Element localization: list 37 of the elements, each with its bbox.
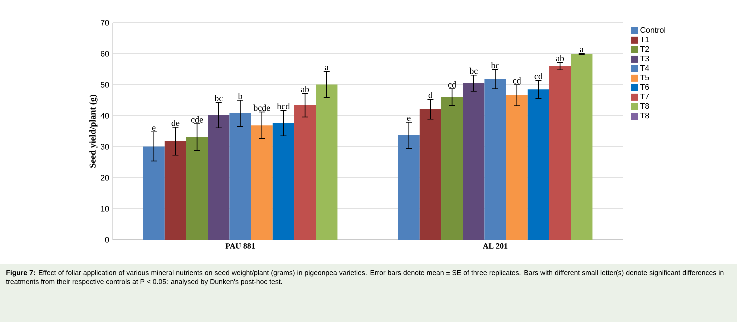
data-label: a (325, 66, 329, 70)
data-label: ab (301, 86, 310, 92)
bar (294, 105, 316, 240)
bar (528, 90, 550, 240)
bar (251, 126, 273, 240)
data-label: d (428, 92, 433, 98)
data-label: cde (191, 116, 204, 123)
bar (398, 136, 420, 240)
bar (550, 66, 572, 240)
y-axis-title: Seed yield/plant (g) (90, 95, 98, 168)
bar (463, 83, 485, 240)
data-label: cd (448, 82, 456, 88)
bar (316, 84, 338, 240)
bar (208, 115, 230, 240)
data-label: ab (556, 55, 564, 62)
data-label: cd (513, 77, 522, 84)
bar (164, 141, 187, 240)
data-label: b (238, 92, 242, 100)
data-label: bcd (277, 103, 290, 110)
bar (143, 146, 165, 240)
data-label: de (172, 120, 180, 126)
data-label: bc (214, 95, 223, 102)
data-label: bc (491, 62, 500, 69)
bar (272, 123, 295, 240)
bar (506, 96, 528, 240)
bar (442, 97, 464, 240)
bar (186, 137, 208, 240)
bar (571, 54, 593, 240)
bar (230, 114, 252, 240)
data-label: e (152, 126, 156, 131)
data-label: bc (470, 68, 478, 74)
data-label: bcde (254, 104, 270, 112)
bar (484, 79, 506, 240)
bar (420, 109, 442, 240)
data-label: e (407, 117, 411, 122)
data-label: a (580, 48, 584, 52)
data-label: cd (534, 73, 543, 80)
